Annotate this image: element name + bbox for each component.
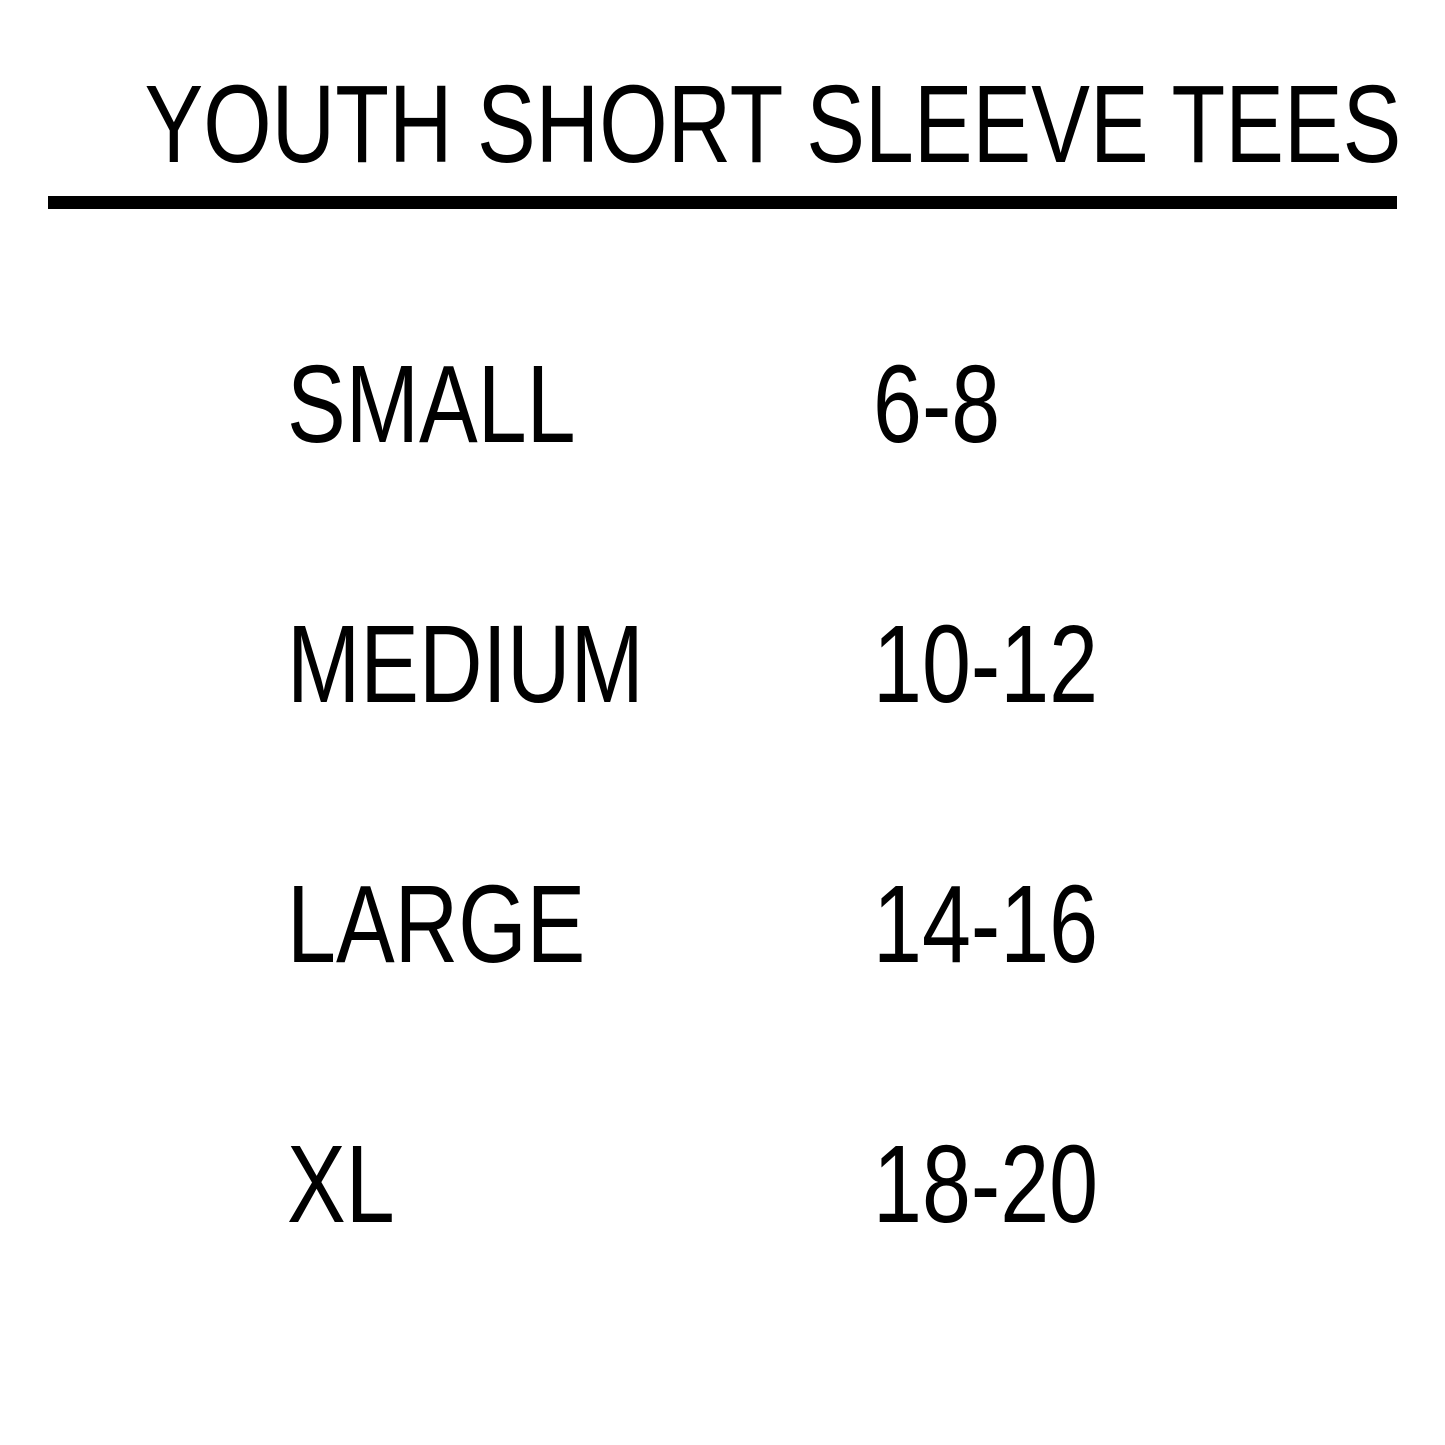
page-title: YOUTH SHORT SLEEVE TEES	[144, 63, 1402, 186]
size-label: SMALL	[287, 343, 576, 466]
size-range: 18-20	[873, 1123, 1099, 1246]
size-range: 14-16	[873, 863, 1099, 986]
size-range: 6-8	[873, 343, 1001, 466]
size-range: 10-12	[873, 603, 1099, 726]
title-divider	[48, 196, 1397, 209]
size-label: LARGE	[287, 863, 586, 986]
size-label: XL	[287, 1123, 395, 1246]
size-label: MEDIUM	[287, 603, 644, 726]
